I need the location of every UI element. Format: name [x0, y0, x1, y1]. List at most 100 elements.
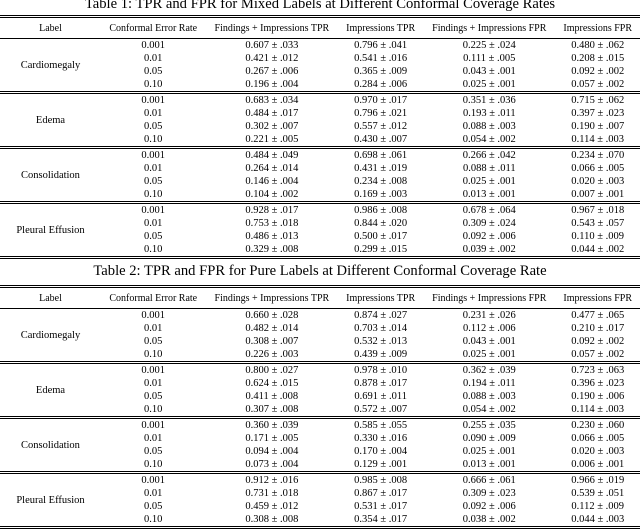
row-group-label: Pleural Effusion: [0, 201, 101, 258]
value-cell: 0.351 ± .036: [423, 91, 556, 107]
table-2-header: Label Conformal Error Rate Findings + Im…: [0, 286, 640, 309]
rate-cell: 0.001: [100, 361, 206, 377]
value-cell: 0.090 ± .009: [462, 433, 516, 444]
rate-cell: 0.001: [141, 40, 166, 51]
table-2-body: Cardiomegaly 0.001 0.660 ± .028 0.874 ± .02…: [0, 309, 640, 528]
value-cell: 0.210 ± .017: [571, 323, 625, 334]
rate-cell: 0.001: [100, 146, 206, 162]
value-cell: 0.715 ± .062: [555, 91, 640, 107]
value-cell: 0.226 ± .003: [245, 349, 299, 360]
value-cell: 0.171 ± .005: [245, 433, 299, 444]
value-cell: 0.867 ± .017: [354, 488, 408, 499]
table-row: 0.01 0.753 ± .018 0.844 ± .020 0.309 ± .024…: [0, 217, 640, 230]
value-cell: 0.543 ± .057: [571, 218, 625, 229]
value-cell: 0.057 ± .002: [571, 79, 625, 90]
rate-cell: 0.10: [144, 189, 163, 200]
table-row: 0.10 0.073 ± .004 0.129 ± .001 0.013 ± .001…: [0, 458, 640, 473]
value-cell: 0.234 ± .008: [354, 176, 408, 187]
value-cell: 0.878 ± .017: [354, 378, 408, 389]
value-cell: 0.330 ± .016: [354, 433, 408, 444]
value-cell: 0.088 ± .011: [462, 163, 516, 174]
rate-cell: 0.05: [144, 231, 163, 242]
value-cell: 0.309 ± .023: [462, 488, 516, 499]
rate-cell: 0.01: [144, 488, 163, 499]
value-cell: 0.266 ± .042: [423, 146, 556, 162]
value-cell: 0.194 ± .011: [462, 378, 516, 389]
value-cell: 0.678 ± .064: [423, 201, 556, 217]
value-cell: 0.054 ± .002: [462, 404, 516, 415]
table-row: 0.01 0.484 ± .017 0.796 ± .021 0.193 ± .011…: [0, 107, 640, 120]
row-group-label: Cardiomegaly: [20, 329, 81, 341]
value-cell: 0.111 ± .005: [463, 53, 516, 64]
value-cell: 0.360 ± .039: [205, 416, 339, 432]
value-cell: 0.430 ± .007: [354, 134, 408, 145]
value-cell: 0.299 ± .015: [354, 244, 408, 255]
value-cell: 0.966 ± .019: [555, 471, 640, 487]
value-cell: 0.025 ± .001: [462, 79, 516, 90]
value-cell: 0.088 ± .003: [462, 391, 516, 402]
rate-cell: 0.001: [100, 201, 206, 217]
column-header-findings-impressions-fpr: Findings + Impressions FPR: [423, 16, 556, 39]
value-cell: 0.284 ± .006: [354, 79, 408, 90]
value-cell: 0.025 ± .001: [462, 349, 516, 360]
value-cell: 0.660 ± .028: [245, 310, 299, 321]
table-row: 0.05 0.302 ± .007 0.557 ± .012 0.088 ± .003…: [0, 120, 640, 133]
value-cell: 0.013 ± .001: [462, 189, 516, 200]
table-row: Pleural Effusion 0.001 0.912 ± .016 0.985 ±…: [0, 471, 640, 528]
table-row: 0.01 0.482 ± .014 0.703 ± .014 0.112 ± .006…: [0, 322, 640, 335]
value-cell: 0.110 ± .009: [571, 231, 625, 242]
rate-cell: 0.05: [144, 501, 163, 512]
table-row: 0.10 0.329 ± .008 0.299 ± .015 0.039 ± .002…: [0, 243, 640, 258]
table-row: 0.05 0.486 ± .013 0.500 ± .017 0.092 ± .006…: [0, 230, 640, 243]
value-cell: 0.796 ± .041: [354, 40, 408, 51]
row-group-label: Edema: [0, 361, 101, 418]
value-cell: 0.114 ± .003: [571, 404, 625, 415]
rate-cell: 0.10: [144, 79, 163, 90]
table-1-caption: Table 1: TPR and FPR for Mixed Labels at…: [84, 0, 556, 12]
value-cell: 0.043 ± .001: [462, 336, 516, 347]
value-cell: 0.007 ± .001: [571, 189, 625, 200]
column-header-impressions-fpr: Impressions FPR: [555, 16, 640, 39]
rate-cell: 0.05: [144, 66, 163, 77]
rate-cell: 0.01: [144, 163, 163, 174]
table-row: Edema 0.001 0.800 ± .027 0.978 ± .010 0.362 …: [0, 361, 640, 418]
value-cell: 0.723 ± .063: [555, 361, 640, 377]
value-cell: 0.094 ± .004: [245, 446, 299, 457]
value-cell: 0.985 ± .008: [338, 471, 424, 487]
value-cell: 0.796 ± .021: [354, 108, 408, 119]
value-cell: 0.104 ± .002: [245, 189, 299, 200]
table-2-figure: Table 2: TPR and FPR for Pure Labels at …: [0, 264, 640, 529]
rate-cell: 0.001: [100, 416, 206, 432]
value-cell: 0.928 ± .017: [205, 201, 339, 217]
column-header-impressions-tpr: Impressions TPR: [338, 286, 424, 309]
column-header-label: Label: [0, 286, 101, 309]
value-cell: 0.092 ± .002: [571, 336, 625, 347]
value-cell: 0.421 ± .012: [245, 53, 299, 64]
rate-cell: 0.01: [144, 218, 163, 229]
value-cell: 0.066 ± .005: [571, 163, 625, 174]
value-cell: 0.691 ± .011: [354, 391, 407, 402]
value-cell: 0.302 ± .007: [245, 121, 299, 132]
value-cell: 0.800 ± .027: [205, 361, 339, 377]
value-cell: 0.531 ± .017: [354, 501, 408, 512]
rate-cell: 0.001: [100, 471, 206, 487]
rate-cell: 0.05: [144, 391, 163, 402]
value-cell: 0.255 ± .035: [423, 416, 556, 432]
table-row: 0.05 0.146 ± .004 0.234 ± .008 0.025 ± .001…: [0, 175, 640, 188]
value-cell: 0.267 ± .006: [245, 66, 299, 77]
value-cell: 0.020 ± .003: [571, 176, 625, 187]
value-cell: 0.396 ± .023: [571, 378, 625, 389]
value-cell: 0.234 ± .070: [555, 146, 640, 162]
value-cell: 0.459 ± .012: [245, 501, 299, 512]
value-cell: 0.264 ± .014: [245, 163, 299, 174]
table-row: 0.10 0.221 ± .005 0.430 ± .007 0.054 ± .002…: [0, 133, 640, 148]
value-cell: 0.365 ± .009: [354, 66, 408, 77]
header-row: Label Conformal Error Rate Findings + Im…: [0, 16, 640, 39]
column-header-findings-impressions-tpr: Findings + Impressions TPR: [205, 286, 339, 309]
value-cell: 0.532 ± .013: [354, 336, 408, 347]
table-row: 0.05 0.267 ± .006 0.365 ± .009 0.043 ± .001…: [0, 65, 640, 78]
rate-cell: 0.10: [144, 459, 163, 470]
rate-cell: 0.05: [144, 336, 163, 347]
value-cell: 0.146 ± .004: [245, 176, 299, 187]
table-1-header: Label Conformal Error Rate Findings + Im…: [0, 16, 640, 39]
